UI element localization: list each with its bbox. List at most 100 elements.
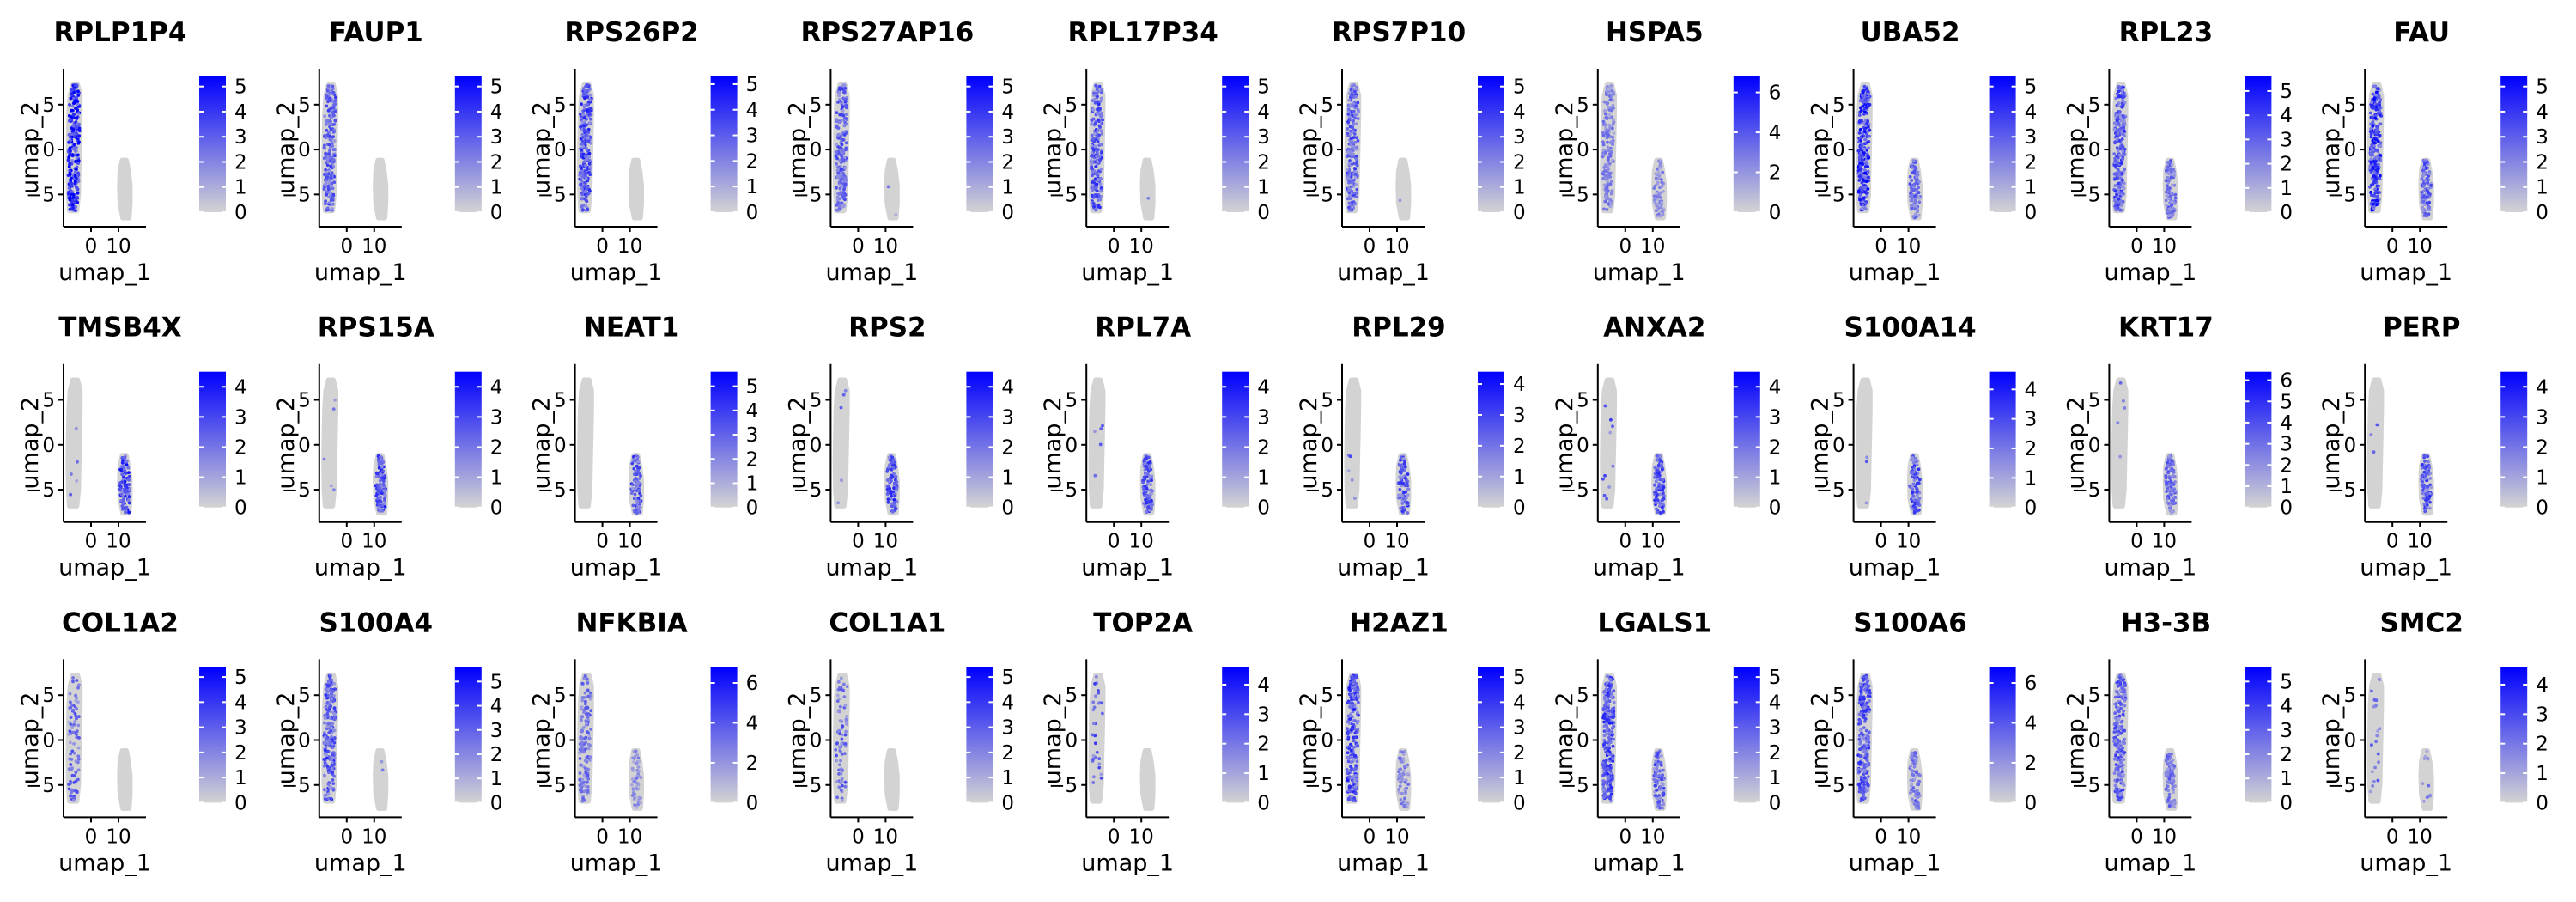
cluster-b-point bbox=[2172, 174, 2177, 178]
y-tick-label: −5 bbox=[282, 184, 311, 206]
cluster-a-point bbox=[2379, 174, 2382, 178]
panel-title: PERP bbox=[2383, 313, 2461, 344]
cluster-a-point bbox=[841, 191, 845, 195]
cluster-a-point bbox=[1100, 143, 1103, 147]
cluster-a-point bbox=[1348, 454, 1352, 459]
legend-tick-label: 1 bbox=[1001, 177, 1014, 199]
cluster-b-point bbox=[1653, 200, 1657, 204]
cluster-a-point bbox=[1094, 165, 1098, 168]
cluster-b-point bbox=[123, 502, 127, 505]
cluster-a-point bbox=[330, 760, 334, 765]
cluster-a-point bbox=[331, 106, 335, 109]
cluster-a-point bbox=[1096, 128, 1100, 132]
y-tick-label: 5 bbox=[298, 685, 311, 707]
cluster-a-point bbox=[838, 99, 842, 103]
cluster-a-point bbox=[1346, 168, 1350, 171]
x-axis-label: umap_1 bbox=[58, 259, 151, 286]
cluster-b-point bbox=[2166, 168, 2170, 173]
cluster-b-point bbox=[2425, 195, 2429, 199]
cluster-b-point bbox=[1912, 476, 1917, 479]
cluster-b-point bbox=[2420, 463, 2424, 466]
cluster-a-point bbox=[580, 744, 584, 747]
legend-tick-label: 0 bbox=[1257, 497, 1270, 520]
cluster-b-point bbox=[124, 494, 127, 498]
y-tick-label: 0 bbox=[298, 729, 311, 752]
legend-tick-label: 0 bbox=[234, 202, 247, 224]
y-tick-label: 5 bbox=[2088, 94, 2101, 117]
cluster-b-point bbox=[1144, 497, 1147, 502]
cluster-a-point bbox=[583, 89, 587, 93]
legend-tick-label: 1 bbox=[234, 177, 247, 199]
color-legend-bar bbox=[1989, 76, 2016, 212]
cluster-a-point bbox=[1355, 154, 1358, 158]
cluster-a-point bbox=[1609, 108, 1613, 113]
cluster-b-point bbox=[2428, 477, 2433, 480]
cluster-a-point bbox=[838, 86, 841, 90]
cluster-a-point bbox=[1356, 147, 1359, 151]
cluster-a-point bbox=[1097, 84, 1102, 88]
y-tick-label: 0 bbox=[1832, 139, 1845, 162]
cluster-a-point bbox=[332, 154, 337, 158]
cluster-a-point bbox=[70, 758, 74, 761]
cluster-a-point bbox=[69, 179, 73, 183]
x-tick-label: 10 bbox=[1129, 531, 1154, 553]
cluster-b-point bbox=[1911, 485, 1914, 488]
cluster-a-point bbox=[838, 183, 841, 187]
cluster-a-point bbox=[69, 492, 72, 497]
cluster-a-point bbox=[322, 145, 326, 149]
x-tick-label: 0 bbox=[596, 826, 609, 848]
y-axis-label: umap_2 bbox=[273, 692, 300, 785]
cluster-a-point bbox=[2118, 454, 2123, 459]
y-axis-label: umap_2 bbox=[1296, 101, 1322, 194]
cluster-a-point bbox=[1606, 101, 1610, 105]
cluster-a-point bbox=[330, 710, 333, 714]
cluster-a-point bbox=[1090, 133, 1094, 137]
cluster-a-point bbox=[1349, 110, 1353, 114]
y-tick-label: 0 bbox=[554, 729, 567, 752]
cluster-a-point bbox=[1859, 138, 1863, 143]
cluster-a-point bbox=[1095, 135, 1099, 139]
cluster-a-point bbox=[76, 723, 81, 728]
cluster-b-point bbox=[887, 466, 891, 470]
cluster-a-point bbox=[2122, 181, 2126, 186]
y-tick-label: 0 bbox=[554, 435, 567, 457]
cluster-a-point bbox=[74, 693, 77, 698]
cluster-a-point bbox=[580, 208, 585, 212]
cluster-a-point bbox=[327, 730, 331, 734]
cluster-a-point bbox=[1861, 158, 1864, 162]
cluster-a-point bbox=[70, 730, 75, 734]
cluster-a-point bbox=[2376, 139, 2380, 143]
cluster-b-point bbox=[2173, 480, 2178, 484]
cluster-a-point bbox=[1347, 162, 1352, 166]
cluster-b-point bbox=[122, 498, 125, 503]
x-axis-label: umap_1 bbox=[826, 259, 919, 286]
cluster-a-point bbox=[330, 755, 334, 759]
cluster-a-point bbox=[585, 677, 589, 681]
legend-tick-label: 2 bbox=[2536, 436, 2549, 459]
cluster-a-point bbox=[74, 107, 77, 110]
cluster-a-point bbox=[74, 759, 78, 763]
cluster-a-point bbox=[1864, 100, 1868, 104]
cluster-b-point bbox=[1403, 484, 1407, 487]
cluster-a-point bbox=[1353, 497, 1357, 500]
cluster-a-point bbox=[2117, 187, 2121, 192]
cluster-a-point bbox=[1862, 184, 1866, 188]
cluster-b-point bbox=[1916, 481, 1919, 485]
legend-tick-label: 4 bbox=[2025, 379, 2038, 401]
cluster-a-point bbox=[1611, 99, 1615, 102]
cluster-a-point bbox=[1099, 88, 1103, 92]
cluster-a-point bbox=[2371, 120, 2375, 125]
cluster-a-point bbox=[1096, 140, 1100, 143]
cluster-a-point bbox=[2116, 149, 2120, 153]
cluster-a-point bbox=[71, 708, 76, 712]
y-axis-label: umap_2 bbox=[529, 101, 556, 194]
cluster-a-point bbox=[581, 87, 586, 90]
cluster-a-point bbox=[77, 126, 82, 131]
cluster-a-point bbox=[70, 159, 74, 162]
cluster-a-point bbox=[2121, 98, 2125, 102]
legend-tick-label: 1 bbox=[2280, 476, 2293, 498]
color-legend-bar bbox=[1989, 371, 2016, 508]
cluster-b-point bbox=[1403, 460, 1406, 464]
cluster-a-point bbox=[1609, 135, 1613, 139]
